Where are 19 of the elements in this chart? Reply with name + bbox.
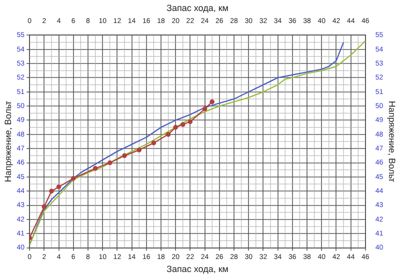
x2-axis-title: Запас хода, км: [166, 2, 228, 13]
point: [122, 153, 127, 158]
point: [56, 184, 62, 190]
point: [166, 132, 171, 137]
point: [202, 106, 208, 112]
point: [180, 122, 186, 127]
point: [173, 124, 178, 130]
point: [136, 148, 142, 152]
point: [70, 176, 76, 181]
point: [49, 188, 54, 194]
y2-axis-title: Напряжение, Вольт: [387, 100, 398, 182]
x-axis-title: Запас хода, км: [166, 264, 228, 274]
point: [107, 160, 112, 166]
point: [42, 204, 47, 210]
point: [92, 166, 98, 171]
point: [151, 140, 156, 146]
point: [210, 99, 214, 104]
y-axis-title: Напряжение, Вольт: [2, 100, 13, 182]
point: [188, 119, 193, 124]
